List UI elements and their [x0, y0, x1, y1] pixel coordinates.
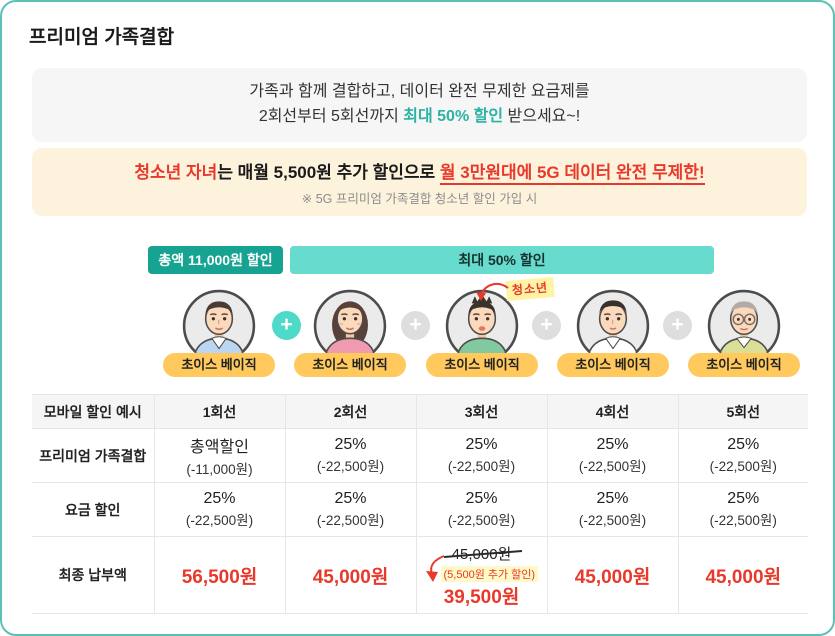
table-cell: 25% (-22,500원) — [546, 482, 679, 537]
plus-icon — [272, 311, 301, 340]
header-label: 모바일 할인 예시 — [32, 394, 155, 429]
table-cell: 25% (-22,500원) — [415, 428, 548, 483]
table-cell: 25% (-22,500원) — [153, 482, 286, 537]
family-member-grandfather: 초이스 베이직 — [686, 288, 802, 377]
header-line1: 1회선 — [153, 394, 286, 429]
table-cell: 25% (-22,500원) — [284, 428, 417, 483]
header-line3: 3회선 — [415, 394, 548, 429]
discount-table: 모바일 할인 예시 1회선 2회선 3회선 4회선 5회선 프리미엄 가족결합 … — [32, 394, 808, 614]
table-row-rate-discount: 요금 할인 25% (-22,500원) 25% (-22,500원) 25% (-2… — [32, 482, 808, 537]
table-row-final-payment: 최종 납부액 56,500원 45,000원 45,000원 (5,500원 추… — [32, 536, 808, 614]
plus-icon — [401, 311, 430, 340]
plan-pill: 초이스 베이직 — [163, 353, 275, 377]
teen-arrow-icon — [476, 282, 509, 301]
table-cell: 25% (-22,500원) — [677, 482, 808, 537]
final-price-cell-teen: 45,000원 (5,500원 추가 할인) 39,500원 — [415, 536, 548, 614]
page-title: 프리미엄 가족결합 — [29, 27, 175, 48]
extra-discount-note: (5,500원 추가 할인) — [440, 566, 539, 582]
teen-discount-banner: 청소년 자녀는 매월 5,500원 추가 할인으로 월 3만원대에 5G 데이터… — [32, 148, 807, 216]
plan-pill: 초이스 베이직 — [426, 353, 538, 377]
intro-line2: 2회선부터 5회선까지 최대 50% 할인 받으세요~! — [258, 108, 581, 125]
header-line2: 2회선 — [284, 394, 417, 429]
final-price-cell: 56,500원 — [153, 536, 286, 614]
header-line4: 4회선 — [546, 394, 679, 429]
table-cell: 25% (-22,500원) — [284, 482, 417, 537]
final-price-cell: 45,000원 — [677, 536, 808, 614]
table-cell: 총액할인 (-11,000원) — [153, 428, 286, 483]
final-price-cell: 45,000원 — [284, 536, 417, 614]
total-discount-badge: 총액 11,000원 할인 — [148, 246, 283, 274]
teen-tag: 청소년 — [505, 276, 555, 302]
row-label: 요금 할인 — [32, 482, 155, 537]
teen-banner-note: ※ 5G 프리미엄 가족결합 청소년 할인 가입 시 — [301, 191, 538, 206]
family-member-adult-man: 초이스 베이직 — [555, 288, 671, 377]
original-price-strikethrough: 45,000원 — [451, 546, 512, 563]
table-cell: 25% (-22,500원) — [546, 428, 679, 483]
family-member-father: 초이스 베이직 — [161, 288, 277, 377]
discounted-price: 39,500원 — [443, 587, 520, 608]
row-label: 최종 납부액 — [32, 536, 155, 614]
table-header-row: 모바일 할인 예시 1회선 2회선 3회선 4회선 5회선 — [32, 394, 808, 429]
plan-pill: 초이스 베이직 — [557, 353, 669, 377]
plan-pill: 초이스 베이직 — [294, 353, 406, 377]
max-discount-badge: 최대 50% 할인 — [290, 246, 714, 274]
teen-banner-headline: 청소년 자녀는 매월 5,500원 추가 할인으로 월 3만원대에 5G 데이터… — [134, 158, 705, 185]
final-price-cell: 45,000원 — [546, 536, 679, 614]
table-row-family-discount: 프리미엄 가족결합 총액할인 (-11,000원) 25% (-22,500원) 2… — [32, 428, 808, 483]
plan-pill: 초이스 베이직 — [688, 353, 800, 377]
max-discount-highlight: 최대 50% 할인 — [403, 108, 504, 125]
plus-icon — [663, 311, 692, 340]
row-label: 프리미엄 가족결합 — [32, 428, 155, 483]
intro-banner: 가족과 함께 결합하고, 데이터 완전 무제한 요금제를 2회선부터 5회선까지… — [32, 68, 807, 142]
family-member-teen-son: 초이스 베이직 — [424, 288, 540, 377]
intro-line1: 가족과 함께 결합하고, 데이터 완전 무제한 요금제를 — [249, 83, 590, 101]
table-cell: 25% (-22,500원) — [415, 482, 548, 537]
header-line5: 5회선 — [677, 394, 808, 429]
plus-icon — [532, 311, 561, 340]
family-member-mother: 초이스 베이직 — [292, 288, 408, 377]
table-cell: 25% (-22,500원) — [677, 428, 808, 483]
